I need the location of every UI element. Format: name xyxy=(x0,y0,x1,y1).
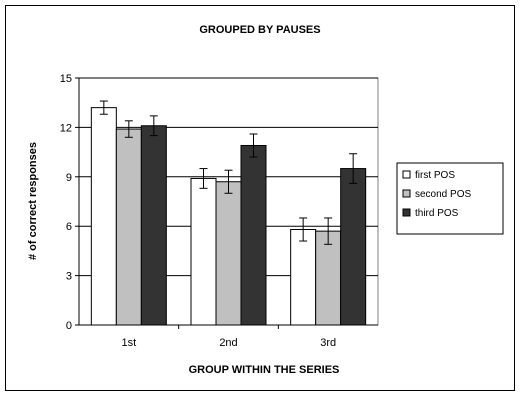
y-axis-title: # of correct responses xyxy=(27,142,39,260)
legend-swatch xyxy=(402,189,411,198)
y-tick-label: 0 xyxy=(66,320,72,332)
bar xyxy=(290,228,317,326)
legend-label: third POS xyxy=(415,208,459,219)
x-tick-label: 3rd xyxy=(320,337,336,349)
x-tick-label: 2nd xyxy=(219,337,237,349)
bar xyxy=(315,230,342,326)
y-tick-label: 3 xyxy=(66,271,72,283)
plot-area: 0 3 6 9 12 15 1st 2nd 3rd xyxy=(60,73,379,349)
x-tick-label: 1st xyxy=(121,337,136,349)
legend: first POS second POS third POS xyxy=(396,162,504,235)
bar xyxy=(140,125,167,326)
legend-label: first POS xyxy=(415,170,455,181)
bar xyxy=(190,177,217,326)
bar xyxy=(90,107,117,326)
x-axis-title: GROUP WITHIN THE SERIES xyxy=(189,364,340,376)
y-tick-label: 12 xyxy=(60,122,72,134)
y-tick-label: 15 xyxy=(60,73,72,85)
bar xyxy=(340,168,367,326)
y-tick-label: 9 xyxy=(66,172,72,184)
legend-swatch xyxy=(402,170,411,179)
legend-box xyxy=(396,162,504,235)
bar xyxy=(115,128,142,326)
legend-label: second POS xyxy=(415,189,471,200)
bar xyxy=(215,181,242,326)
y-tick-label: 6 xyxy=(66,221,72,233)
legend-swatch xyxy=(402,208,411,217)
bar xyxy=(240,145,267,326)
chart-title: GROUPED BY PAUSES xyxy=(199,24,320,36)
